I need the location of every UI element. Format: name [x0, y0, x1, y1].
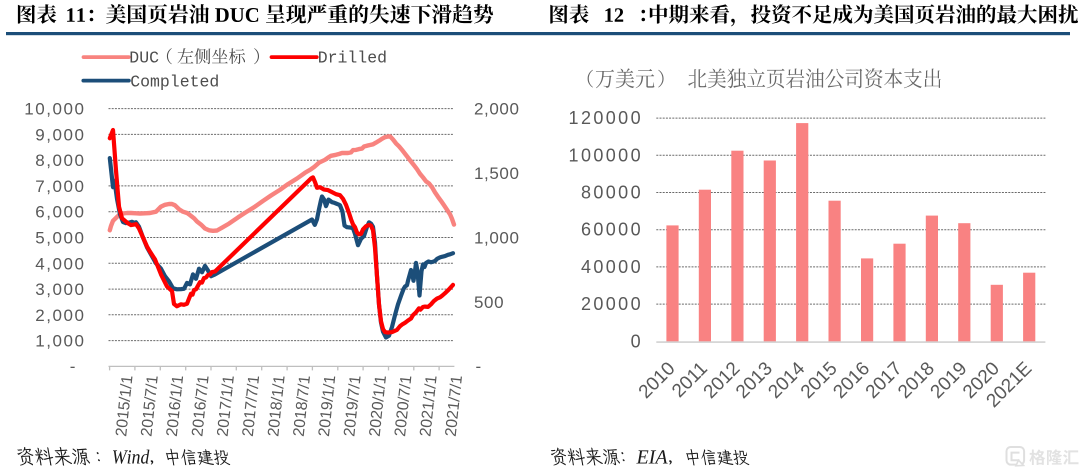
svg-text:2020/1/1: 2020/1/1 [367, 374, 390, 437]
svg-text:80000: 80000 [581, 183, 643, 203]
svg-text:2021/7/1: 2021/7/1 [443, 374, 466, 437]
svg-text:2021/1/1: 2021/1/1 [417, 374, 440, 437]
svg-text:2019/7/1: 2019/7/1 [341, 374, 364, 437]
svg-text:2,000: 2,000 [474, 100, 520, 119]
svg-text:2018/1/1: 2018/1/1 [265, 374, 288, 437]
svg-text:-: - [476, 357, 482, 376]
svg-text:0: 0 [631, 331, 643, 351]
svg-text:2015/7/1: 2015/7/1 [138, 374, 161, 437]
svg-text:4,000: 4,000 [35, 254, 85, 273]
svg-text:2018/7/1: 2018/7/1 [291, 374, 314, 437]
svg-text:20000: 20000 [581, 294, 643, 314]
svg-text:2016/1/1: 2016/1/1 [164, 374, 187, 437]
svg-text:100000: 100000 [569, 145, 643, 165]
svg-text:2017/1/1: 2017/1/1 [215, 374, 238, 437]
svg-text:2,000: 2,000 [35, 306, 85, 325]
svg-text:2015/1/1: 2015/1/1 [113, 374, 136, 437]
svg-text:10,000: 10,000 [24, 100, 85, 119]
svg-text:5,000: 5,000 [35, 229, 85, 248]
svg-text:40000: 40000 [581, 257, 643, 277]
svg-text:60000: 60000 [581, 220, 643, 240]
svg-text:2020/7/1: 2020/7/1 [392, 374, 415, 437]
svg-text:DUC: DUC [129, 48, 159, 67]
svg-text:9,000: 9,000 [35, 125, 85, 144]
svg-text:500: 500 [474, 293, 504, 312]
svg-text:7,000: 7,000 [35, 177, 85, 196]
svg-text:2017/7/1: 2017/7/1 [240, 374, 263, 437]
svg-text:2016/7/1: 2016/7/1 [189, 374, 212, 437]
svg-text:6,000: 6,000 [35, 203, 85, 222]
svg-text:1,500: 1,500 [474, 164, 520, 183]
svg-text:8,000: 8,000 [35, 151, 85, 170]
svg-text:Drilled: Drilled [318, 48, 387, 67]
svg-text:1,000: 1,000 [474, 229, 520, 248]
svg-text:Completed: Completed [130, 73, 219, 92]
svg-text:-: - [70, 357, 77, 376]
svg-text:3,000: 3,000 [35, 280, 85, 299]
svg-text:2019/1/1: 2019/1/1 [316, 374, 339, 437]
svg-text:1,000: 1,000 [35, 332, 85, 351]
svg-text:120000: 120000 [569, 108, 643, 128]
